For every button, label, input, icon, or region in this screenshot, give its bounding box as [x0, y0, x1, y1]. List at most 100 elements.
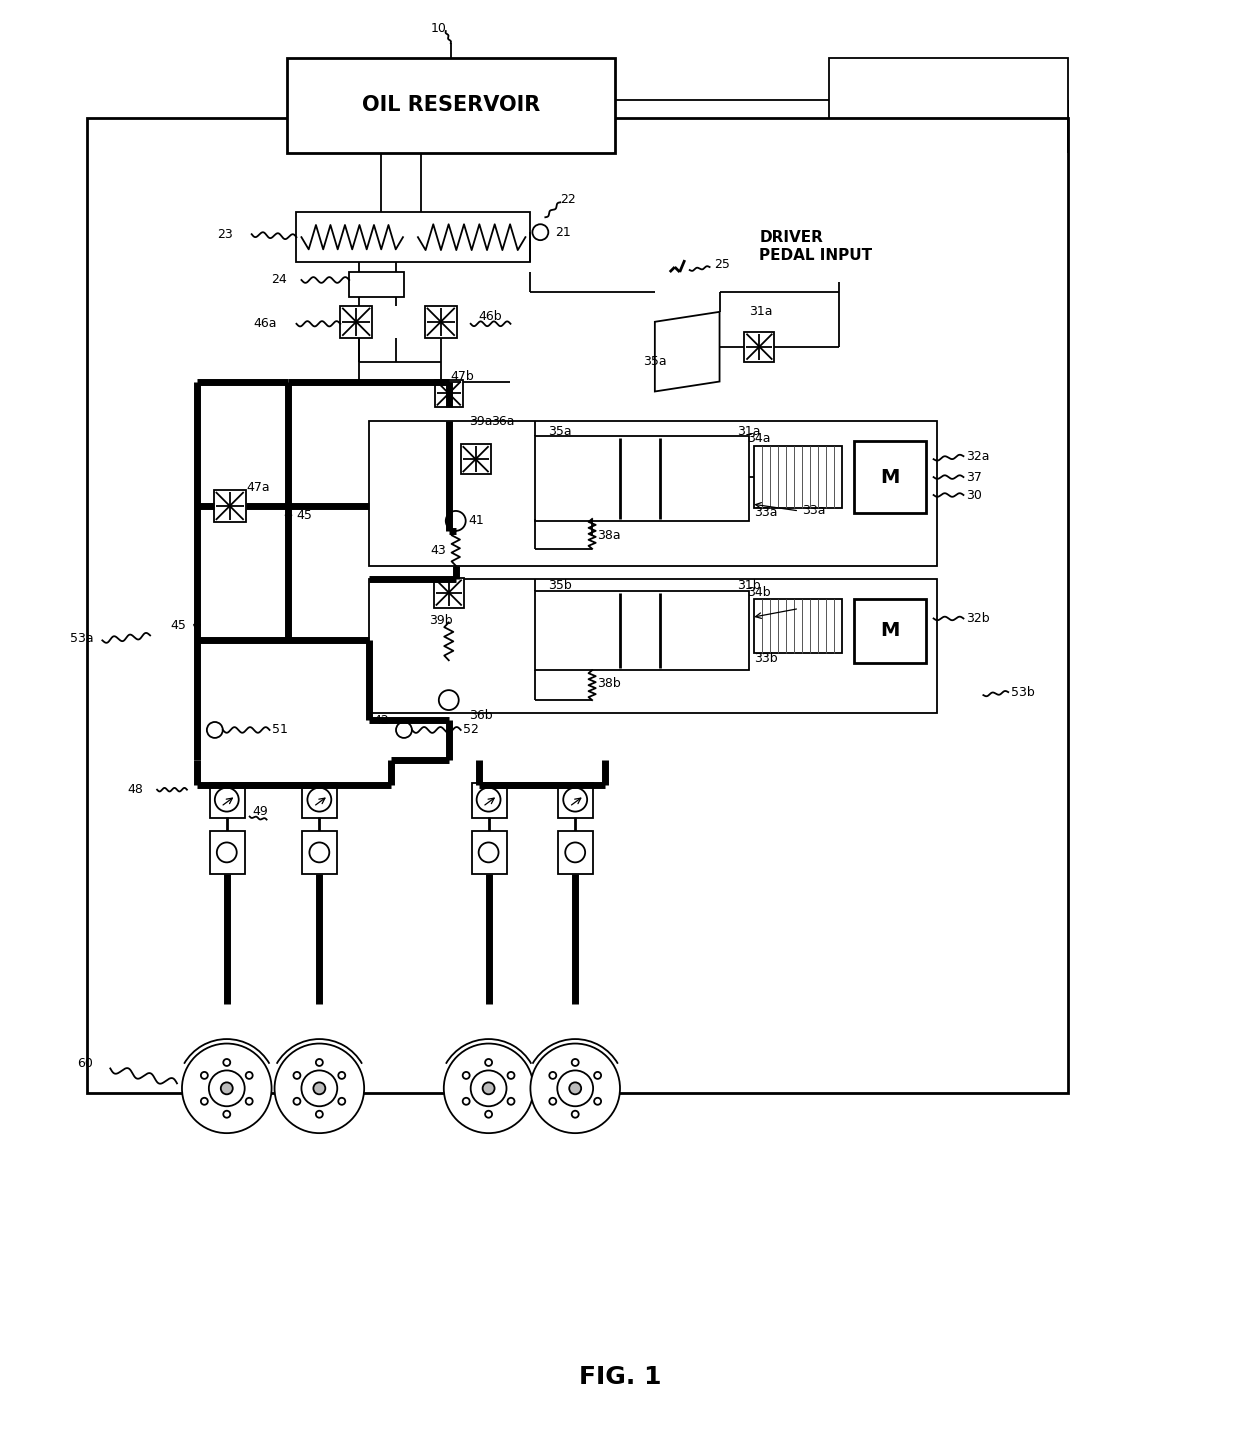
Bar — [558, 783, 593, 818]
Circle shape — [572, 1110, 579, 1117]
Bar — [435, 380, 463, 408]
Text: DRIVER
PEDAL INPUT: DRIVER PEDAL INPUT — [759, 230, 873, 262]
Circle shape — [531, 1044, 620, 1133]
Circle shape — [316, 1110, 322, 1117]
Text: 32a: 32a — [966, 449, 990, 462]
Bar — [558, 831, 593, 874]
Bar — [471, 783, 506, 818]
Text: 46a: 46a — [254, 317, 278, 330]
Circle shape — [572, 1058, 579, 1066]
Circle shape — [471, 1070, 506, 1106]
Text: 30: 30 — [966, 488, 982, 501]
Text: 25: 25 — [714, 258, 730, 271]
Text: 22: 22 — [560, 193, 577, 206]
Bar — [296, 212, 531, 262]
Text: 47b: 47b — [451, 370, 475, 383]
Circle shape — [476, 788, 501, 812]
Text: 32b: 32b — [966, 612, 990, 625]
Circle shape — [482, 1083, 495, 1094]
Bar — [213, 490, 246, 521]
Text: 37: 37 — [966, 471, 982, 484]
Text: 41: 41 — [469, 514, 485, 527]
Bar — [434, 577, 464, 608]
Circle shape — [223, 1110, 231, 1117]
Text: 33a: 33a — [754, 507, 777, 520]
Bar — [471, 831, 506, 874]
Circle shape — [301, 1070, 337, 1106]
Circle shape — [314, 1083, 325, 1094]
Text: 46b: 46b — [479, 310, 502, 324]
Bar — [370, 579, 936, 713]
Circle shape — [308, 788, 331, 812]
Text: 39a: 39a — [469, 415, 492, 428]
Circle shape — [563, 788, 588, 812]
Text: 10: 10 — [430, 22, 446, 35]
Text: 45: 45 — [170, 619, 186, 632]
Text: 36a: 36a — [491, 415, 515, 428]
Text: M: M — [880, 468, 899, 487]
Text: 36b: 36b — [469, 708, 492, 721]
Bar — [536, 436, 749, 521]
Circle shape — [565, 842, 585, 863]
Circle shape — [208, 1070, 244, 1106]
Bar — [425, 305, 456, 338]
Circle shape — [182, 1044, 272, 1133]
Text: 52: 52 — [463, 723, 479, 736]
Text: 53b: 53b — [1012, 685, 1035, 698]
Bar — [370, 422, 936, 566]
Bar — [210, 831, 244, 874]
Bar — [303, 831, 337, 874]
Text: 47a: 47a — [247, 481, 270, 494]
Bar — [830, 58, 1068, 118]
Circle shape — [221, 1083, 233, 1094]
Text: 33b: 33b — [754, 652, 777, 665]
Text: 39b: 39b — [429, 613, 453, 626]
Circle shape — [274, 1044, 365, 1133]
Bar — [754, 446, 842, 508]
Text: 23: 23 — [217, 228, 233, 240]
Text: 53a: 53a — [71, 632, 94, 645]
Text: 31b: 31b — [738, 579, 761, 592]
Circle shape — [549, 1097, 557, 1104]
Circle shape — [594, 1097, 601, 1104]
Circle shape — [339, 1097, 345, 1104]
Text: 31a: 31a — [738, 425, 761, 438]
Circle shape — [396, 721, 412, 737]
Circle shape — [507, 1071, 515, 1079]
Text: 33a: 33a — [802, 504, 826, 517]
Circle shape — [217, 842, 237, 863]
Text: OIL RESERVOIR: OIL RESERVOIR — [362, 95, 539, 115]
Circle shape — [223, 1058, 231, 1066]
Circle shape — [339, 1071, 345, 1079]
Circle shape — [201, 1071, 208, 1079]
Bar — [210, 783, 244, 818]
Circle shape — [246, 1071, 253, 1079]
Text: 35a: 35a — [644, 356, 667, 369]
Bar — [350, 272, 404, 297]
Bar — [536, 590, 749, 670]
Circle shape — [294, 1071, 300, 1079]
Bar — [754, 599, 842, 654]
Bar — [286, 58, 615, 153]
Circle shape — [446, 511, 466, 531]
Circle shape — [507, 1097, 515, 1104]
Bar — [854, 599, 925, 664]
Text: 31a: 31a — [749, 305, 773, 318]
Circle shape — [294, 1097, 300, 1104]
Text: M: M — [880, 621, 899, 639]
Circle shape — [444, 1044, 533, 1133]
Bar — [87, 118, 1068, 1093]
Text: 45: 45 — [296, 510, 312, 523]
Circle shape — [594, 1071, 601, 1079]
Circle shape — [316, 1058, 322, 1066]
Circle shape — [549, 1071, 557, 1079]
Circle shape — [201, 1097, 208, 1104]
Circle shape — [310, 842, 330, 863]
Bar — [303, 783, 337, 818]
Text: FIG. 1: FIG. 1 — [579, 1365, 661, 1390]
Circle shape — [479, 842, 498, 863]
Text: 38a: 38a — [598, 530, 621, 543]
Circle shape — [246, 1097, 253, 1104]
Text: 43: 43 — [430, 544, 446, 557]
Circle shape — [439, 690, 459, 710]
